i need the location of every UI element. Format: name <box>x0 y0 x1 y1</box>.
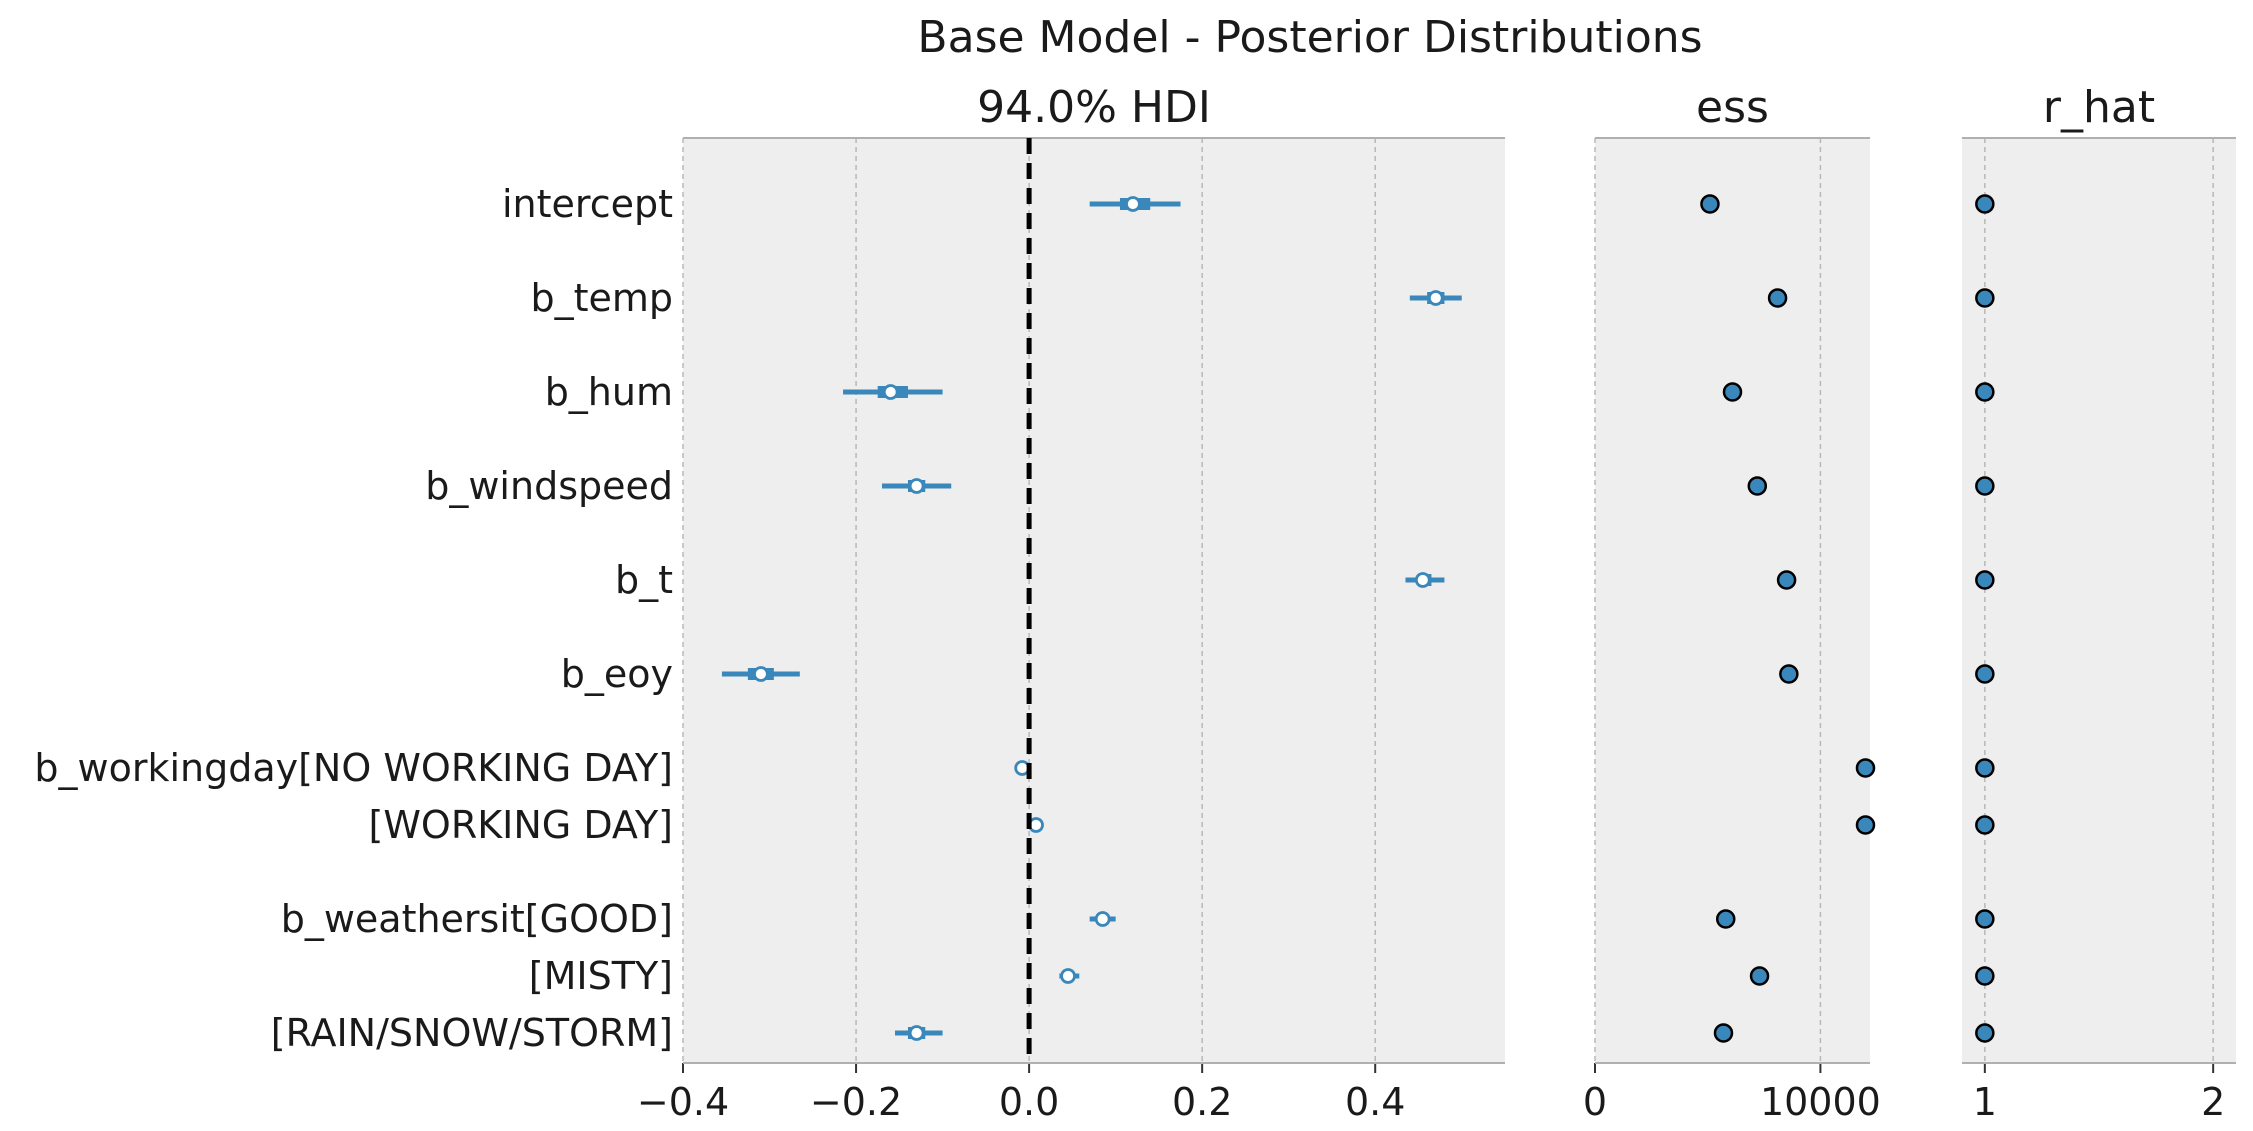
y-axis-labels: intercept b_temp b_hum b_windspeed b_t b_eoyb… <box>34 182 673 1055</box>
ess-point <box>1749 966 1770 986</box>
tick-label: 0.4 <box>1345 1080 1405 1124</box>
ess-point <box>1700 194 1720 214</box>
ess-point <box>1713 1023 1734 1043</box>
median-point <box>1414 572 1431 588</box>
panel-ess: 0 10000 ess <box>1583 82 1881 1124</box>
tick-label: 1 <box>1973 1080 1997 1124</box>
r-hat-point <box>1975 758 1995 778</box>
median-point <box>752 666 769 682</box>
median-point <box>1060 968 1076 984</box>
tick-label: 0.2 <box>1172 1080 1232 1124</box>
panel-title: r_hat <box>2043 82 2155 133</box>
row-label: b_weathersit[GOOD] <box>281 897 673 941</box>
median-point <box>1094 911 1111 927</box>
panels-group: −0.4 −0.2 0.0 0.2 0.4 94.0% HDI 0 10000 ess 1 2 r_h… <box>637 82 2236 1124</box>
r-hat-point <box>1975 194 1995 214</box>
median-point <box>908 478 925 494</box>
tick-label: 0.0 <box>999 1080 1059 1124</box>
r-hat-point <box>1975 966 1995 986</box>
ess-point <box>1776 570 1797 590</box>
tick-label: 0 <box>1583 1080 1607 1124</box>
row-label: b_windspeed <box>425 464 673 508</box>
median-point <box>908 1025 925 1041</box>
row-label: b_t <box>615 558 673 602</box>
panel-hdi: −0.4 −0.2 0.0 0.2 0.4 94.0% HDI <box>637 82 1505 1124</box>
r-hat-point <box>1975 909 1995 929</box>
tick-label: 2 <box>2201 1080 2225 1124</box>
r-hat-point <box>1975 570 1995 590</box>
row-label: [RAIN/SNOW/STORM] <box>271 1011 673 1055</box>
ess-point <box>1715 909 1736 929</box>
median-point <box>1427 290 1444 306</box>
chart-title: Base Model - Posterior Distributions <box>917 12 1702 63</box>
r-hat-point <box>1975 382 1995 402</box>
tick-label: 10000 <box>1760 1080 1881 1124</box>
median-point <box>1125 196 1141 212</box>
ess-point <box>1767 288 1788 308</box>
panel-r-hat: 1 2 r_hat <box>1962 82 2236 1124</box>
ess-point <box>1855 815 1876 835</box>
row-label: b_temp <box>530 276 673 320</box>
ess-point <box>1779 664 1799 684</box>
row-label: b_eoy <box>561 652 673 696</box>
ess-point <box>1747 476 1768 496</box>
tick-label: −0.2 <box>810 1080 902 1124</box>
row-label: [MISTY] <box>529 954 673 998</box>
panel-background <box>683 138 1505 1063</box>
r-hat-point <box>1975 1023 1995 1043</box>
r-hat-point <box>1975 288 1995 308</box>
median-point <box>882 384 899 400</box>
r-hat-point <box>1975 476 1995 496</box>
panel-background <box>1962 138 2236 1063</box>
ess-point <box>1722 382 1743 402</box>
row-label: [WORKING DAY] <box>369 803 673 847</box>
row-label: b_hum <box>545 370 673 414</box>
r-hat-point <box>1975 815 1995 835</box>
row-label: b_workingday[NO WORKING DAY] <box>34 746 673 790</box>
ess-point <box>1855 758 1876 778</box>
tick-label: −0.4 <box>637 1080 729 1124</box>
r-hat-point <box>1975 664 1995 684</box>
panel-title: 94.0% HDI <box>977 82 1211 133</box>
panel-background <box>1595 138 1870 1063</box>
row-label: intercept <box>502 182 673 226</box>
panel-title: ess <box>1696 82 1769 133</box>
